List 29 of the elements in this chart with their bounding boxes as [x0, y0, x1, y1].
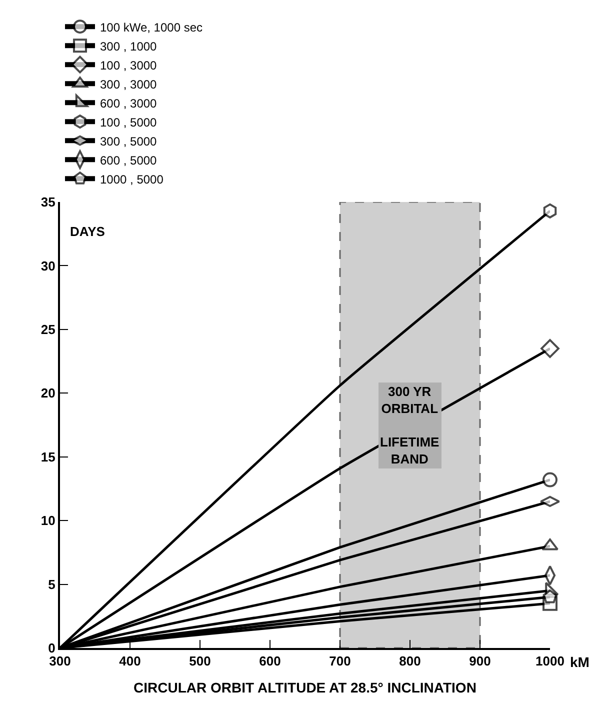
y-tick-label: 10: [40, 513, 56, 528]
y-tick-label: 25: [40, 322, 56, 337]
x-tick-label: 1000: [536, 654, 564, 669]
x-tick-label: 500: [189, 654, 211, 669]
legend-label: 100 , 3000: [100, 58, 158, 72]
y-tick-label: 5: [48, 576, 56, 592]
y-tick-label: 20: [40, 386, 56, 401]
y-tick-label: 15: [40, 449, 56, 464]
y-tick-label: 35: [40, 194, 56, 210]
legend-label: 100 kWe, 1000 sec: [100, 20, 203, 34]
x-tick-label: 600: [259, 654, 281, 669]
text: kM: [570, 654, 590, 670]
legend-label: 600 , 3000: [100, 96, 158, 110]
x-tick-label: 400: [119, 654, 141, 669]
y-tick-label: 30: [40, 258, 56, 274]
legend-label: 1000 , 5000: [100, 172, 164, 186]
legend-label: 300 , 3000: [100, 77, 158, 92]
legend-label: 600 , 5000: [100, 153, 158, 168]
x-tick-label: 900: [469, 654, 491, 669]
x-tick-label: 800: [399, 654, 421, 669]
legend-label: 300 , 5000: [100, 134, 158, 148]
legend-label: 300 , 1000: [100, 39, 158, 54]
x-tick-label: 700: [329, 654, 351, 669]
text: 300 YR ORBITAL LIFETIME BAND: [380, 384, 440, 467]
legend-label: 100 , 5000: [100, 115, 158, 130]
y-axis-title: DAYS: [70, 224, 106, 239]
x-axis-title: CIRCULAR ORBIT ALTITUDE AT 28.5° INCLINATION: [134, 679, 476, 696]
y-tick-label: 0: [48, 640, 56, 656]
x-tick-label: 300: [49, 654, 71, 669]
